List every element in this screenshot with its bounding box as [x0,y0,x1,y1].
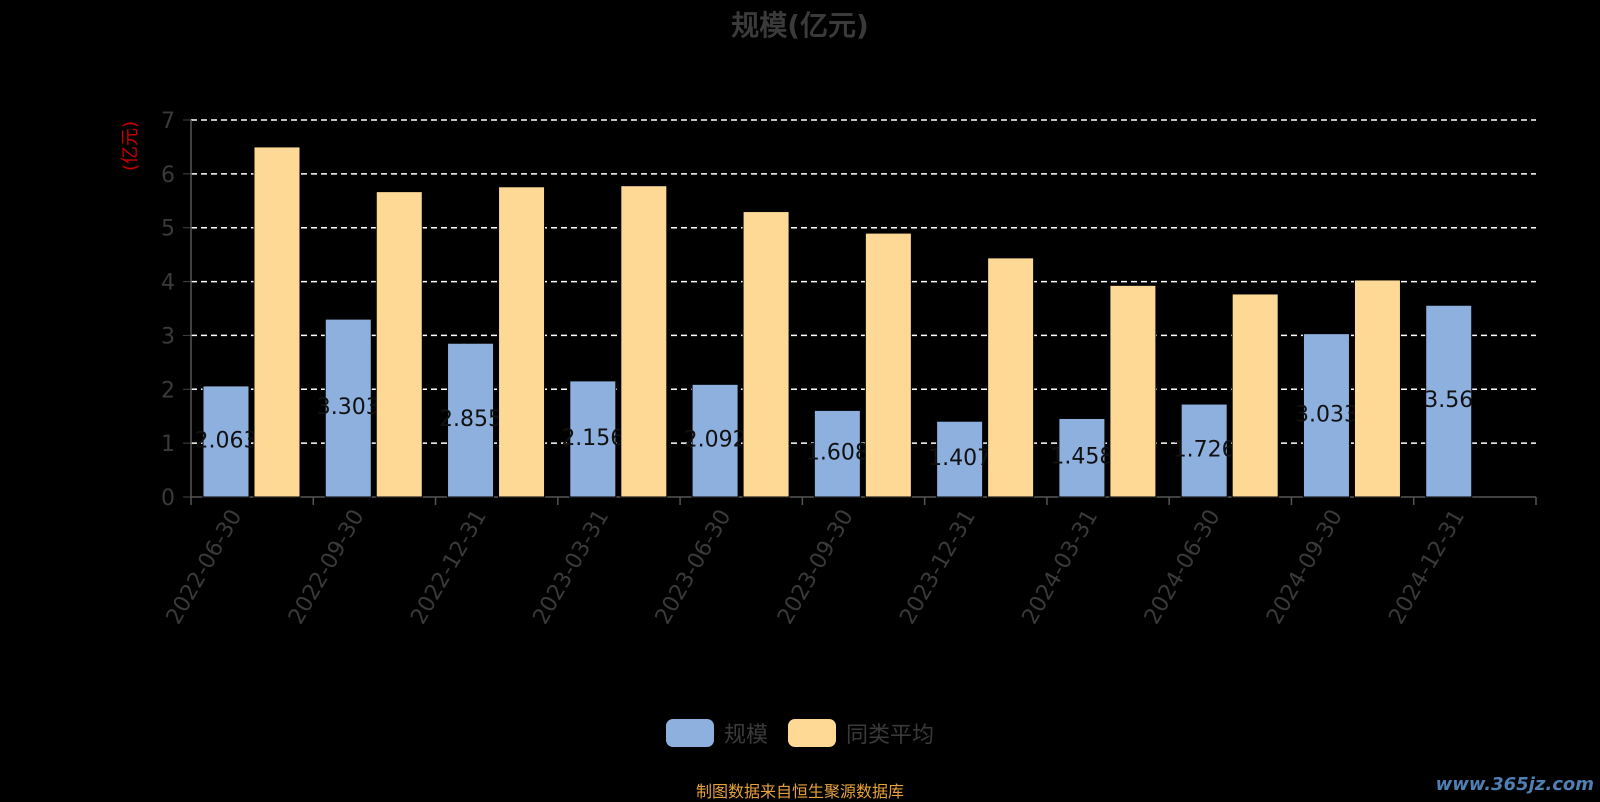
watermark: www.365jz.com [1435,774,1594,795]
data-label-2024-06-30: 1.726 [1173,438,1236,463]
bar-series-2-2024-06-30 [1231,293,1279,498]
data-source-note: 制图数据来自恒生聚源数据库 [695,782,904,801]
data-label-2023-12-31: 1.407 [928,446,991,471]
bar-series-2-2023-06-30 [742,211,790,498]
bar-series-2-2024-03-31 [1109,284,1157,498]
x-tick-label-2024-03-31: 2024-03-31 [1018,506,1104,629]
bar-series-1-2022-06-30 [202,385,250,498]
y-tick-label-2: 2 [161,378,175,403]
x-tick-label-2024-12-31: 2024-12-31 [1384,506,1470,629]
data-label-2023-09-30: 1.608 [806,441,869,466]
legend-swatch-series-2 [788,719,836,747]
y-tick-label-1: 1 [161,432,175,457]
legend: 规模 同类平均 [0,717,1600,749]
data-label-2022-09-30: 3.303 [317,395,380,420]
data-label-2023-03-31: 2.156 [561,426,624,451]
bar-series-2-2024-09-30 [1353,279,1401,498]
bar-series-1-2023-03-31 [569,380,617,498]
bar-series-1-2023-12-31 [936,420,984,498]
x-tick-label-2023-03-31: 2023-03-31 [529,506,615,629]
x-tick-label-2022-09-30: 2022-09-30 [284,506,370,629]
bar-series-2-2022-12-31 [498,186,546,498]
y-axis-label: (亿元) [120,121,141,171]
x-tick-label-2022-06-30: 2022-06-30 [162,506,248,629]
data-label-2024-12-31: 3.56 [1424,388,1473,413]
bar-series-2-2023-09-30 [864,232,912,498]
bar-series-1-2023-09-30 [813,409,861,498]
y-tick-label-3: 3 [161,324,175,349]
x-tick-label-2022-12-31: 2022-12-31 [406,506,492,629]
bar-series-1-2022-12-31 [447,342,495,498]
data-label-2022-06-30: 2.063 [195,428,258,453]
x-tick-label-2023-09-30: 2023-09-30 [773,506,859,629]
bar-series-1-2024-06-30 [1180,403,1228,498]
legend-item-series-1[interactable]: 规模 [665,717,768,749]
bar-series-1-2024-12-31 [1425,304,1473,498]
legend-item-series-2[interactable]: 同类平均 [788,717,934,749]
bar-series-1-2023-06-30 [691,383,739,498]
bar-series-1-2022-09-30 [324,318,372,498]
data-label-2024-09-30: 3.033 [1295,402,1358,427]
x-tick-label-2024-06-30: 2024-06-30 [1140,506,1226,629]
y-tick-label-7: 7 [161,109,175,134]
data-label-2023-06-30: 2.092 [684,428,747,453]
y-tick-label-6: 6 [161,163,175,188]
legend-label-series-1: 规模 [723,723,768,748]
bar-series-2-2023-12-31 [987,257,1035,498]
legend-swatch-series-1 [665,719,714,747]
bar-series-1-2024-03-31 [1058,417,1106,498]
x-tick-label-2023-12-31: 2023-12-31 [895,506,981,629]
data-label-2024-03-31: 1.458 [1050,445,1113,470]
y-tick-label-0: 0 [161,486,175,511]
data-label-2022-12-31: 2.855 [439,407,502,432]
y-tick-label-4: 4 [161,271,175,296]
chart-title: 规模(亿元) [731,9,869,42]
bar-series-2-2023-03-31 [620,185,668,498]
bar-series-2-2022-09-30 [375,191,423,498]
y-tick-label-5: 5 [161,217,175,242]
legend-label-series-2: 同类平均 [846,723,935,748]
x-tick-label-2023-06-30: 2023-06-30 [651,506,737,629]
bar-series-1-2024-09-30 [1302,333,1350,498]
x-tick-label-2024-09-30: 2024-09-30 [1262,506,1348,629]
bar-series-2-2022-06-30 [253,146,301,498]
